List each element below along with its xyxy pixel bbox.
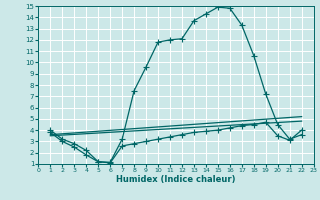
X-axis label: Humidex (Indice chaleur): Humidex (Indice chaleur) bbox=[116, 175, 236, 184]
